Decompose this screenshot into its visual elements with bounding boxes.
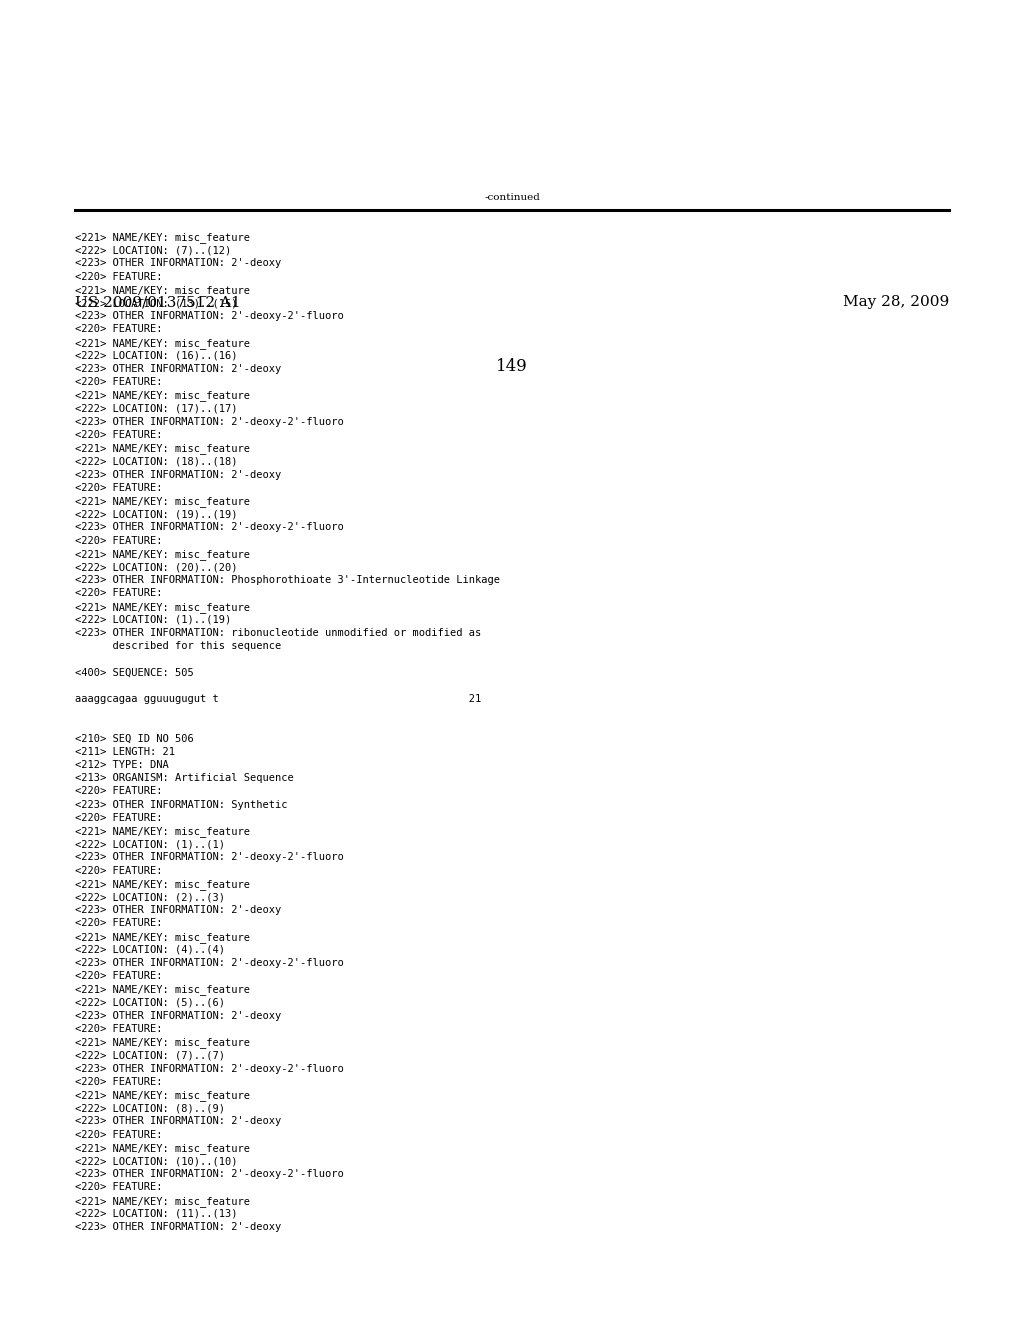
Text: <222> LOCATION: (1)..(19): <222> LOCATION: (1)..(19) xyxy=(75,615,231,624)
Text: <220> FEATURE:: <220> FEATURE: xyxy=(75,1024,163,1034)
Text: <221> NAME/KEY: misc_feature: <221> NAME/KEY: misc_feature xyxy=(75,338,250,348)
Text: <221> NAME/KEY: misc_feature: <221> NAME/KEY: misc_feature xyxy=(75,1143,250,1154)
Text: <222> LOCATION: (4)..(4): <222> LOCATION: (4)..(4) xyxy=(75,945,225,954)
Text: <221> NAME/KEY: misc_feature: <221> NAME/KEY: misc_feature xyxy=(75,285,250,296)
Text: <222> LOCATION: (7)..(12): <222> LOCATION: (7)..(12) xyxy=(75,246,231,255)
Text: <221> NAME/KEY: misc_feature: <221> NAME/KEY: misc_feature xyxy=(75,1196,250,1206)
Text: <220> FEATURE:: <220> FEATURE: xyxy=(75,972,163,981)
Text: <223> OTHER INFORMATION: 2'-deoxy: <223> OTHER INFORMATION: 2'-deoxy xyxy=(75,1117,282,1126)
Text: <212> TYPE: DNA: <212> TYPE: DNA xyxy=(75,760,169,770)
Text: <221> NAME/KEY: misc_feature: <221> NAME/KEY: misc_feature xyxy=(75,826,250,837)
Text: <211> LENGTH: 21: <211> LENGTH: 21 xyxy=(75,747,175,756)
Text: <222> LOCATION: (11)..(13): <222> LOCATION: (11)..(13) xyxy=(75,1209,238,1218)
Text: <223> OTHER INFORMATION: 2'-deoxy-2'-fluoro: <223> OTHER INFORMATION: 2'-deoxy-2'-flu… xyxy=(75,958,344,968)
Text: 149: 149 xyxy=(496,358,528,375)
Text: <223> OTHER INFORMATION: 2'-deoxy: <223> OTHER INFORMATION: 2'-deoxy xyxy=(75,259,282,268)
Text: <220> FEATURE:: <220> FEATURE: xyxy=(75,787,163,796)
Text: <223> OTHER INFORMATION: 2'-deoxy-2'-fluoro: <223> OTHER INFORMATION: 2'-deoxy-2'-flu… xyxy=(75,523,344,532)
Text: <223> OTHER INFORMATION: 2'-deoxy: <223> OTHER INFORMATION: 2'-deoxy xyxy=(75,1222,282,1232)
Text: <223> OTHER INFORMATION: ribonucleotide unmodified or modified as: <223> OTHER INFORMATION: ribonucleotide … xyxy=(75,628,481,638)
Text: <223> OTHER INFORMATION: Phosphorothioate 3'-Internucleotide Linkage: <223> OTHER INFORMATION: Phosphorothioat… xyxy=(75,576,500,585)
Text: <223> OTHER INFORMATION: 2'-deoxy: <223> OTHER INFORMATION: 2'-deoxy xyxy=(75,1011,282,1020)
Text: <222> LOCATION: (1)..(1): <222> LOCATION: (1)..(1) xyxy=(75,840,225,849)
Text: <223> OTHER INFORMATION: 2'-deoxy: <223> OTHER INFORMATION: 2'-deoxy xyxy=(75,470,282,479)
Text: <213> ORGANISM: Artificial Sequence: <213> ORGANISM: Artificial Sequence xyxy=(75,774,294,783)
Text: <220> FEATURE:: <220> FEATURE: xyxy=(75,325,163,334)
Text: <210> SEQ ID NO 506: <210> SEQ ID NO 506 xyxy=(75,734,194,743)
Text: <220> FEATURE:: <220> FEATURE: xyxy=(75,1183,163,1192)
Text: <223> OTHER INFORMATION: 2'-deoxy-2'-fluoro: <223> OTHER INFORMATION: 2'-deoxy-2'-flu… xyxy=(75,1064,344,1073)
Text: <223> OTHER INFORMATION: 2'-deoxy-2'-fluoro: <223> OTHER INFORMATION: 2'-deoxy-2'-flu… xyxy=(75,312,344,321)
Text: <223> OTHER INFORMATION: 2'-deoxy: <223> OTHER INFORMATION: 2'-deoxy xyxy=(75,364,282,374)
Text: <221> NAME/KEY: misc_feature: <221> NAME/KEY: misc_feature xyxy=(75,391,250,401)
Text: <220> FEATURE:: <220> FEATURE: xyxy=(75,378,163,387)
Text: <400> SEQUENCE: 505: <400> SEQUENCE: 505 xyxy=(75,668,194,677)
Text: <220> FEATURE:: <220> FEATURE: xyxy=(75,813,163,822)
Text: <223> OTHER INFORMATION: 2'-deoxy-2'-fluoro: <223> OTHER INFORMATION: 2'-deoxy-2'-flu… xyxy=(75,853,344,862)
Text: <222> LOCATION: (18)..(18): <222> LOCATION: (18)..(18) xyxy=(75,457,238,466)
Text: <222> LOCATION: (7)..(7): <222> LOCATION: (7)..(7) xyxy=(75,1051,225,1060)
Text: <222> LOCATION: (13)..(15): <222> LOCATION: (13)..(15) xyxy=(75,298,238,308)
Text: <221> NAME/KEY: misc_feature: <221> NAME/KEY: misc_feature xyxy=(75,879,250,890)
Text: described for this sequence: described for this sequence xyxy=(75,642,282,651)
Text: <222> LOCATION: (20)..(20): <222> LOCATION: (20)..(20) xyxy=(75,562,238,572)
Text: <220> FEATURE:: <220> FEATURE: xyxy=(75,866,163,875)
Text: May 28, 2009: May 28, 2009 xyxy=(843,294,949,309)
Text: <220> FEATURE:: <220> FEATURE: xyxy=(75,1130,163,1139)
Text: -continued: -continued xyxy=(484,193,540,202)
Text: <220> FEATURE:: <220> FEATURE: xyxy=(75,272,163,281)
Text: <221> NAME/KEY: misc_feature: <221> NAME/KEY: misc_feature xyxy=(75,1090,250,1101)
Text: <222> LOCATION: (5)..(6): <222> LOCATION: (5)..(6) xyxy=(75,998,225,1007)
Text: <222> LOCATION: (10)..(10): <222> LOCATION: (10)..(10) xyxy=(75,1156,238,1166)
Text: <223> OTHER INFORMATION: Synthetic: <223> OTHER INFORMATION: Synthetic xyxy=(75,800,288,809)
Text: <223> OTHER INFORMATION: 2'-deoxy: <223> OTHER INFORMATION: 2'-deoxy xyxy=(75,906,282,915)
Text: aaaggcagaa gguuugugut t                                        21: aaaggcagaa gguuugugut t 21 xyxy=(75,694,481,704)
Text: <223> OTHER INFORMATION: 2'-deoxy-2'-fluoro: <223> OTHER INFORMATION: 2'-deoxy-2'-flu… xyxy=(75,1170,344,1179)
Text: <220> FEATURE:: <220> FEATURE: xyxy=(75,483,163,492)
Text: US 2009/0137512 A1: US 2009/0137512 A1 xyxy=(75,294,241,309)
Text: <220> FEATURE:: <220> FEATURE: xyxy=(75,430,163,440)
Text: <221> NAME/KEY: misc_feature: <221> NAME/KEY: misc_feature xyxy=(75,602,250,612)
Text: <221> NAME/KEY: misc_feature: <221> NAME/KEY: misc_feature xyxy=(75,496,250,507)
Text: <221> NAME/KEY: misc_feature: <221> NAME/KEY: misc_feature xyxy=(75,232,250,243)
Text: <222> LOCATION: (8)..(9): <222> LOCATION: (8)..(9) xyxy=(75,1104,225,1113)
Text: <221> NAME/KEY: misc_feature: <221> NAME/KEY: misc_feature xyxy=(75,985,250,995)
Text: <220> FEATURE:: <220> FEATURE: xyxy=(75,536,163,545)
Text: <220> FEATURE:: <220> FEATURE: xyxy=(75,919,163,928)
Text: <222> LOCATION: (17)..(17): <222> LOCATION: (17)..(17) xyxy=(75,404,238,413)
Text: <220> FEATURE:: <220> FEATURE: xyxy=(75,589,163,598)
Text: <221> NAME/KEY: misc_feature: <221> NAME/KEY: misc_feature xyxy=(75,932,250,942)
Text: <222> LOCATION: (16)..(16): <222> LOCATION: (16)..(16) xyxy=(75,351,238,360)
Text: <221> NAME/KEY: misc_feature: <221> NAME/KEY: misc_feature xyxy=(75,444,250,454)
Text: <223> OTHER INFORMATION: 2'-deoxy-2'-fluoro: <223> OTHER INFORMATION: 2'-deoxy-2'-flu… xyxy=(75,417,344,426)
Text: <222> LOCATION: (19)..(19): <222> LOCATION: (19)..(19) xyxy=(75,510,238,519)
Text: <221> NAME/KEY: misc_feature: <221> NAME/KEY: misc_feature xyxy=(75,1038,250,1048)
Text: <221> NAME/KEY: misc_feature: <221> NAME/KEY: misc_feature xyxy=(75,549,250,560)
Text: <222> LOCATION: (2)..(3): <222> LOCATION: (2)..(3) xyxy=(75,892,225,902)
Text: <220> FEATURE:: <220> FEATURE: xyxy=(75,1077,163,1086)
